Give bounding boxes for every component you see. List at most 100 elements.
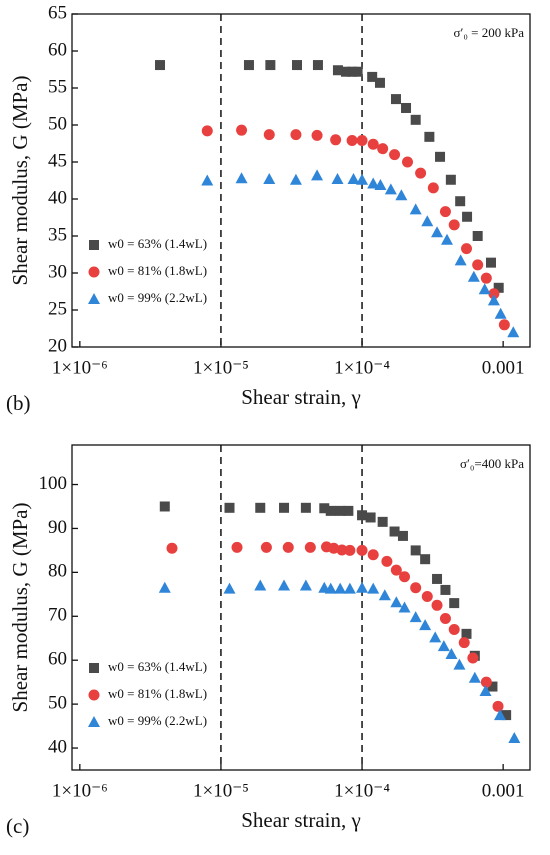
y-tick-label: 100: [39, 473, 68, 494]
point: [445, 648, 458, 660]
point: [410, 582, 422, 594]
legend-marker: [89, 240, 99, 250]
point: [454, 254, 467, 266]
point: [223, 582, 236, 594]
point: [429, 631, 442, 643]
point: [461, 628, 472, 639]
y-axis-label: Shear modulus, G (MPa): [8, 503, 32, 713]
point: [343, 582, 356, 594]
y-tick-label: 30: [48, 261, 67, 282]
plot-frame: [71, 444, 531, 771]
point: [224, 502, 235, 513]
point: [290, 129, 302, 141]
point: [437, 640, 450, 652]
point: [341, 66, 352, 77]
point: [431, 599, 443, 611]
point: [507, 326, 520, 338]
point: [347, 173, 360, 185]
point: [479, 684, 492, 696]
point: [427, 182, 439, 194]
x-tick-label: 1×10⁻⁵: [193, 357, 249, 378]
point: [419, 619, 432, 631]
point: [409, 203, 422, 215]
point: [344, 544, 356, 556]
y-tick-label: 35: [48, 224, 67, 245]
point: [299, 579, 312, 591]
point: [420, 554, 431, 565]
point: [455, 196, 466, 207]
point: [488, 288, 500, 300]
point: [397, 530, 408, 541]
x-axis-label: Shear strain, γ: [241, 808, 361, 832]
point: [487, 294, 500, 306]
point: [311, 129, 323, 141]
point: [485, 257, 496, 268]
point: [347, 66, 358, 77]
point: [390, 596, 403, 608]
legend-label: w0 = 99% (2.2wL): [108, 290, 207, 305]
point: [389, 526, 400, 537]
y-tick-label: 20: [48, 335, 67, 356]
point: [367, 71, 378, 82]
point: [312, 60, 323, 71]
point: [410, 545, 421, 556]
point: [328, 542, 340, 554]
point: [201, 125, 213, 137]
point: [324, 582, 337, 594]
point: [508, 731, 521, 743]
point: [378, 589, 391, 601]
point: [330, 134, 342, 146]
point: [356, 173, 369, 185]
point: [231, 541, 243, 553]
x-tick-label: 0.001: [482, 780, 525, 801]
point: [254, 579, 267, 591]
legend-marker: [88, 716, 100, 727]
point: [399, 571, 411, 583]
x-tick-label: 1×10⁻⁶: [52, 357, 108, 378]
x-tick-label: 0.001: [482, 357, 525, 378]
point: [159, 501, 170, 512]
x-tick-label: 1×10⁻⁶: [52, 780, 108, 801]
annotation: σ′₀=400 kPa: [460, 456, 524, 471]
point: [278, 579, 291, 591]
plot-frame: [71, 13, 531, 348]
point: [390, 564, 402, 576]
point: [279, 502, 290, 513]
point: [424, 131, 435, 142]
point: [356, 544, 368, 556]
point: [398, 601, 411, 613]
point: [384, 183, 397, 195]
point: [445, 174, 456, 185]
point: [439, 206, 451, 218]
point: [367, 549, 379, 561]
point: [501, 710, 512, 721]
point: [448, 219, 460, 231]
panel-label: (b): [6, 391, 31, 415]
point: [421, 591, 433, 603]
legend-label: w0 = 99% (2.2wL): [108, 713, 207, 728]
point: [410, 114, 421, 125]
y-tick-label: 90: [48, 517, 67, 538]
point: [260, 541, 272, 553]
point: [458, 637, 470, 649]
point: [494, 709, 507, 721]
point: [255, 502, 266, 513]
point: [158, 581, 171, 593]
annotation: σ′₀ = 200 kPa: [454, 25, 525, 40]
point: [395, 189, 408, 201]
legend-marker: [88, 293, 100, 304]
point: [352, 66, 363, 77]
point: [389, 149, 401, 161]
point: [367, 177, 380, 189]
point: [304, 541, 316, 553]
legend-label: w0 = 63% (1.4wL): [108, 659, 207, 674]
y-tick-label: 45: [48, 150, 67, 171]
point: [289, 173, 302, 185]
y-tick-label: 65: [48, 2, 67, 23]
point: [448, 623, 460, 635]
point: [439, 612, 451, 624]
point: [357, 510, 368, 521]
point: [381, 555, 393, 567]
point: [300, 502, 311, 513]
point: [440, 233, 453, 245]
